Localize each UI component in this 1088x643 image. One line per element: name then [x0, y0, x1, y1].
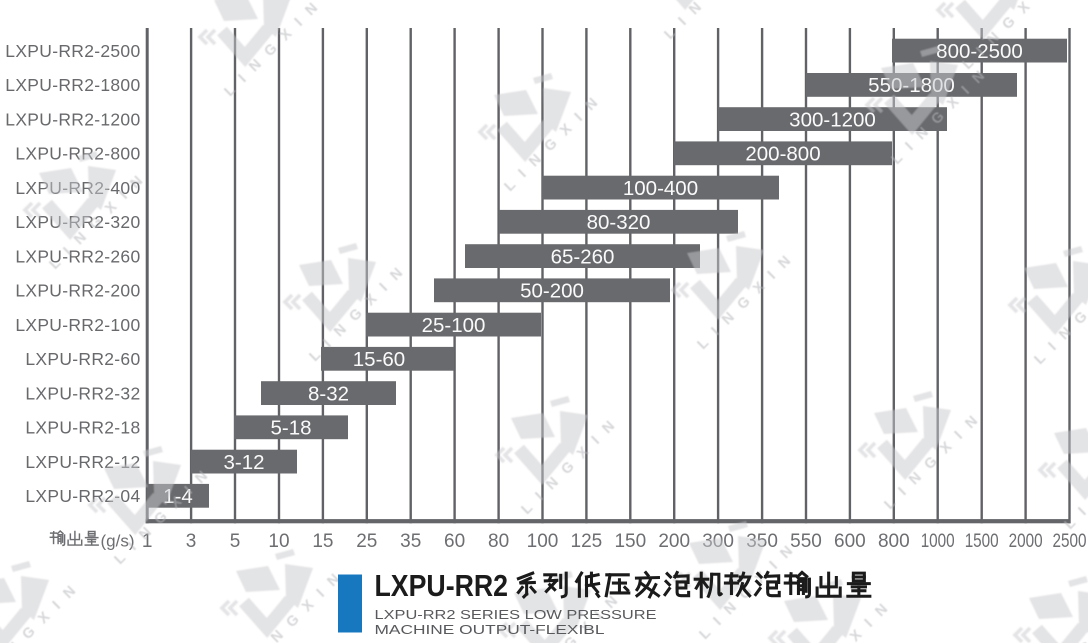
- svg-text:150: 150: [614, 531, 646, 552]
- svg-text:25: 25: [356, 531, 377, 552]
- svg-text:25-100: 25-100: [422, 314, 486, 337]
- svg-text:3: 3: [186, 531, 197, 552]
- svg-text:100-400: 100-400: [623, 177, 698, 200]
- svg-text:LXPU-RR2 SERIES LOW PRESSURE: LXPU-RR2 SERIES LOW PRESSURE: [375, 607, 657, 622]
- svg-text:200: 200: [658, 531, 690, 552]
- svg-text:3-12: 3-12: [223, 451, 264, 474]
- svg-text:60: 60: [444, 531, 465, 552]
- svg-text:LXPU-RR2-1800: LXPU-RR2-1800: [5, 75, 140, 95]
- svg-text:35: 35: [400, 531, 421, 552]
- svg-text:LXPU-RR2: LXPU-RR2: [375, 569, 509, 603]
- svg-text:LXPU-RR2-1200: LXPU-RR2-1200: [5, 109, 140, 129]
- svg-text:2000: 2000: [1009, 531, 1043, 552]
- svg-text:1500: 1500: [965, 531, 999, 552]
- svg-text:600: 600: [834, 531, 866, 552]
- svg-text:125: 125: [571, 531, 603, 552]
- svg-text:50-200: 50-200: [520, 280, 584, 303]
- svg-text:800: 800: [878, 531, 910, 552]
- svg-text:10: 10: [268, 531, 289, 552]
- svg-text:200-800: 200-800: [745, 143, 820, 166]
- svg-text:15: 15: [312, 531, 333, 552]
- svg-text:1000: 1000: [921, 531, 955, 552]
- svg-text:LXPU-RR2-800: LXPU-RR2-800: [15, 144, 140, 164]
- svg-text:LXPU-RR2-200: LXPU-RR2-200: [15, 281, 140, 301]
- svg-text:8-32: 8-32: [308, 382, 349, 405]
- svg-text:5: 5: [230, 531, 241, 552]
- svg-text:MACHINE OUTPUT-FLEXIBL: MACHINE OUTPUT-FLEXIBL: [375, 622, 605, 637]
- svg-text:5-18: 5-18: [270, 417, 311, 440]
- svg-text:LXPU-RR2-32: LXPU-RR2-32: [25, 383, 140, 403]
- svg-text:LXPU-RR2-60: LXPU-RR2-60: [25, 349, 140, 369]
- svg-text:15-60: 15-60: [353, 348, 405, 371]
- svg-text:LXPU-RR2-2500: LXPU-RR2-2500: [5, 41, 140, 61]
- svg-text:80-320: 80-320: [587, 211, 651, 234]
- svg-text:300-1200: 300-1200: [789, 108, 876, 131]
- svg-text:65-260: 65-260: [551, 245, 615, 268]
- svg-text:LXPU-RR2-100: LXPU-RR2-100: [15, 315, 140, 335]
- svg-text:100: 100: [527, 531, 559, 552]
- svg-text:80: 80: [488, 531, 509, 552]
- svg-text:LXPU-RR2-18: LXPU-RR2-18: [25, 418, 140, 438]
- svg-text:2500: 2500: [1053, 531, 1087, 552]
